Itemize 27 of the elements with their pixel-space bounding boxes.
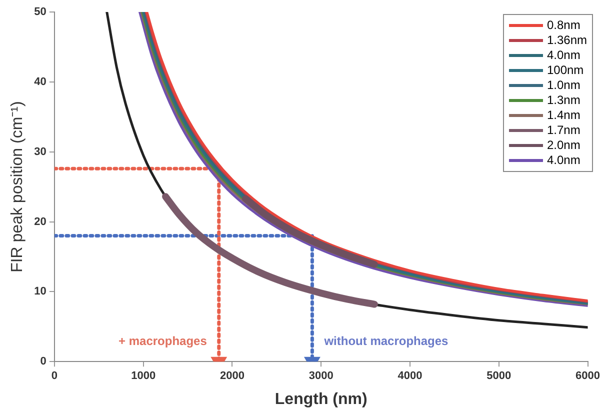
- annotation: + macrophages: [118, 334, 208, 348]
- legend-label: 1.0nm: [546, 78, 580, 93]
- legend-label: 4.0nm: [546, 153, 580, 168]
- legend-label: 1.36nm: [546, 33, 587, 48]
- legend-label: 2.0nm: [546, 138, 580, 153]
- legend-label: 1.4nm: [546, 108, 580, 123]
- legend-label: 0.8nm: [546, 18, 580, 33]
- y-tick-label: 0: [40, 356, 46, 368]
- x-tick-label: 4000: [398, 370, 422, 382]
- legend-label: 1.3nm: [546, 93, 580, 108]
- x-tick-label: 5000: [486, 370, 512, 382]
- y-tick-label: 50: [34, 6, 46, 18]
- legend-label: 4.0nm: [546, 48, 580, 63]
- x-tick-label: 1000: [131, 370, 156, 382]
- y-tick-label: 10: [34, 286, 46, 298]
- y-tick-label: 30: [34, 146, 46, 158]
- x-tick-label: 0: [51, 370, 58, 382]
- x-axis-title: Length (nm): [274, 390, 368, 408]
- x-tick-label: 3000: [308, 370, 334, 382]
- legend-label: 100nm: [546, 63, 584, 78]
- y-tick-label: 20: [34, 216, 46, 228]
- annotation: without macrophages: [323, 334, 449, 348]
- x-tick-label: 6000: [576, 370, 600, 382]
- legend-label: 1.7nm: [546, 123, 580, 138]
- x-tick-label: 2000: [220, 370, 244, 382]
- y-tick-label: 40: [34, 76, 46, 88]
- y-axis-title: FIR peak position (cm⁻¹): [9, 101, 26, 272]
